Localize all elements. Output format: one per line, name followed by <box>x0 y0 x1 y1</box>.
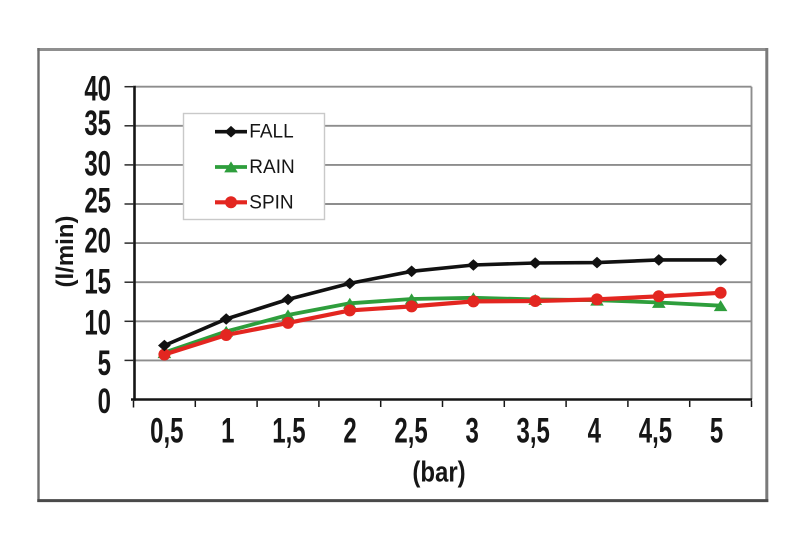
svg-text:10: 10 <box>84 304 111 342</box>
svg-text:0,5: 0,5 <box>150 412 183 450</box>
svg-text:5: 5 <box>710 412 723 450</box>
svg-text:1,5: 1,5 <box>272 412 305 450</box>
svg-text:25: 25 <box>84 182 111 220</box>
svg-text:4: 4 <box>588 412 602 450</box>
svg-text:RAIN: RAIN <box>249 157 294 178</box>
svg-text:20: 20 <box>84 222 111 260</box>
svg-text:30: 30 <box>84 145 111 183</box>
svg-text:(bar): (bar) <box>412 455 465 488</box>
svg-text:5: 5 <box>98 345 111 383</box>
svg-text:35: 35 <box>84 105 111 143</box>
svg-text:3: 3 <box>466 412 479 450</box>
svg-text:2: 2 <box>343 412 356 450</box>
svg-text:40: 40 <box>84 70 111 108</box>
svg-text:2,5: 2,5 <box>394 412 427 450</box>
svg-text:3,5: 3,5 <box>517 412 550 450</box>
svg-text:(l/min): (l/min) <box>52 216 79 288</box>
svg-text:0: 0 <box>98 383 111 421</box>
svg-text:SPIN: SPIN <box>249 192 293 213</box>
svg-text:15: 15 <box>84 263 111 301</box>
svg-text:1: 1 <box>221 412 234 450</box>
svg-text:FALL: FALL <box>249 121 293 142</box>
svg-text:4,5: 4,5 <box>639 412 672 450</box>
